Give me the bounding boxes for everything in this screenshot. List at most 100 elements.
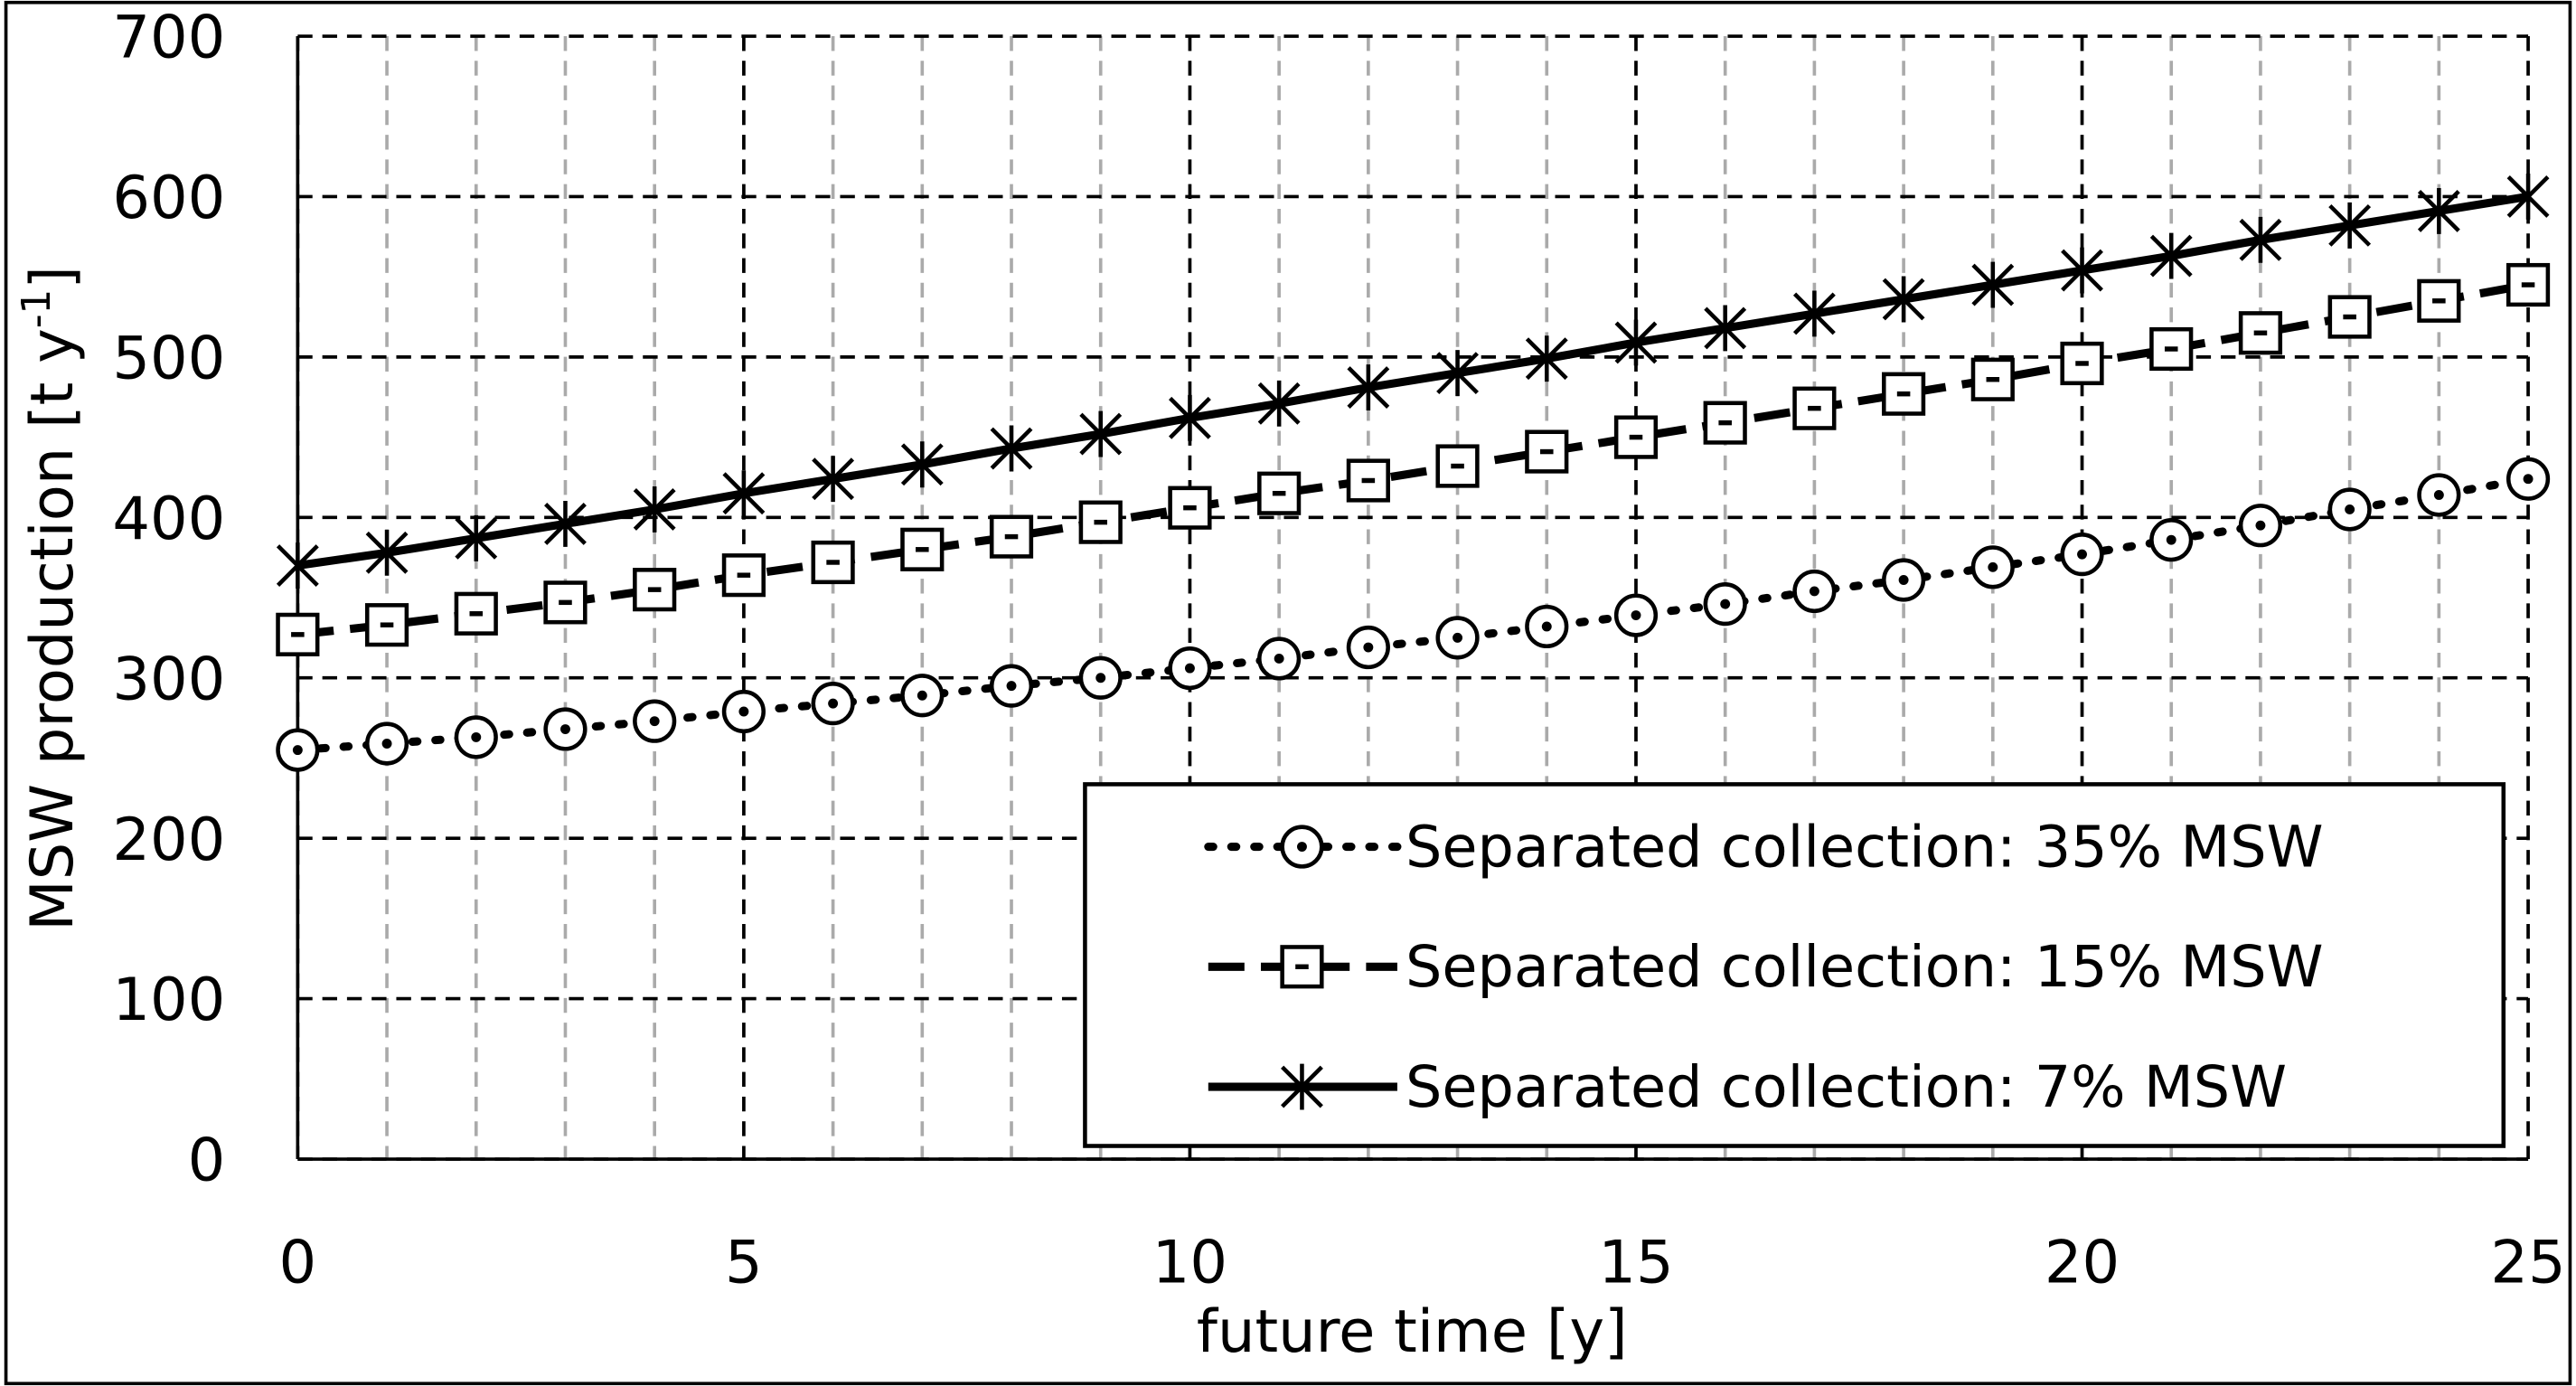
- data-point: [1792, 290, 1836, 337]
- data-point: [1257, 636, 1302, 681]
- data-point: [1257, 471, 1302, 515]
- data-point: [2327, 487, 2372, 532]
- legend-label: Separated collection: 15% MSW: [1406, 934, 2324, 1001]
- data-point: [1525, 335, 1568, 382]
- marker-dot: [381, 739, 392, 749]
- data-point: [721, 689, 766, 734]
- marker-dot: [1898, 575, 1909, 585]
- data-point: [989, 514, 1034, 559]
- data-point: [276, 542, 319, 589]
- data-point: [1436, 350, 1479, 397]
- y-tick-label: 400: [112, 485, 225, 553]
- x-tick-label: 0: [279, 1228, 317, 1296]
- data-point: [1079, 410, 1123, 457]
- data-point: [722, 470, 766, 517]
- data-point: [365, 529, 409, 576]
- data-point: [455, 514, 498, 561]
- data-point: [2505, 457, 2551, 501]
- data-point: [2060, 341, 2104, 386]
- data-point: [900, 674, 945, 718]
- legend-marker: [1280, 825, 1324, 869]
- data-point: [1078, 500, 1123, 544]
- data-point: [1613, 593, 1659, 637]
- marker-dot: [1720, 599, 1731, 609]
- marker-dot: [2523, 474, 2534, 485]
- marker-dot: [2166, 534, 2176, 545]
- x-axis-label: future time [y]: [1197, 1297, 1628, 1366]
- marker-dot: [1274, 653, 1284, 664]
- data-point: [543, 707, 588, 751]
- data-point: [633, 699, 677, 743]
- data-point: [2060, 533, 2104, 577]
- data-point: [900, 441, 944, 488]
- legend-label: Separated collection: 7% MSW: [1406, 1054, 2287, 1121]
- legend-marker: [1280, 945, 1324, 989]
- y-tick-label: 0: [188, 1127, 226, 1195]
- legend: Separated collection: 35% MSW Separated c…: [1083, 782, 2506, 1148]
- data-point: [1703, 582, 1747, 627]
- data-point: [364, 721, 409, 766]
- data-point: [1347, 364, 1390, 411]
- data-point: [1346, 458, 1390, 503]
- marker-dot: [2345, 504, 2355, 514]
- data-point: [633, 486, 676, 533]
- data-point: [812, 456, 855, 503]
- marker-dot: [2077, 549, 2087, 560]
- y-tick-label: 600: [112, 164, 225, 232]
- data-point: [454, 591, 498, 636]
- data-point: [1525, 604, 1569, 649]
- data-point: [1614, 319, 1658, 366]
- x-tick-label: 20: [2045, 1228, 2120, 1296]
- data-point: [900, 527, 945, 571]
- marker-dot: [471, 731, 482, 742]
- marker-box: [1257, 471, 1302, 515]
- series-layer: [276, 173, 2551, 772]
- marker-dot: [1363, 642, 1374, 653]
- data-point: [2149, 326, 2194, 372]
- marker-dot: [649, 716, 660, 727]
- marker-dot: [2433, 490, 2444, 500]
- data-point: [1971, 261, 2015, 308]
- x-tick-label: 5: [725, 1228, 763, 1296]
- marker-dot: [2255, 520, 2266, 531]
- data-point: [990, 425, 1033, 472]
- data-point: [1703, 401, 1747, 445]
- data-point: [811, 540, 855, 585]
- data-point: [721, 553, 766, 598]
- data-point: [2417, 187, 2460, 234]
- data-point: [543, 580, 588, 625]
- y-label-end: ]: [18, 266, 87, 289]
- marker-dot: [1095, 673, 1106, 684]
- data-point: [454, 715, 498, 759]
- x-tick-label: 10: [1152, 1228, 1227, 1296]
- marker-dot: [1988, 561, 1998, 572]
- data-point: [1078, 655, 1123, 700]
- data-point: [276, 612, 320, 656]
- data-point: [989, 664, 1034, 708]
- data-point: [1257, 380, 1301, 427]
- data-point: [1970, 545, 2015, 589]
- marker-dot: [1184, 663, 1195, 674]
- data-point: [2149, 232, 2193, 279]
- data-point: [1525, 429, 1569, 474]
- data-point: [1169, 394, 1211, 441]
- data-point: [364, 603, 409, 647]
- grid: 0 5 10 15 20 25 0 100 200 300 400 500 600 700: [112, 4, 2565, 1297]
- data-point: [2506, 173, 2550, 220]
- data-point: [811, 682, 855, 726]
- data-point: [1792, 569, 1837, 614]
- marker-dot: [560, 724, 570, 734]
- marker-dot: [1006, 681, 1017, 692]
- data-point: [1882, 276, 1925, 323]
- y-tick-label: 100: [112, 966, 225, 1034]
- data-point: [1792, 386, 1837, 430]
- y-tick-label: 700: [112, 4, 225, 72]
- legend-marker: [1281, 1063, 1323, 1110]
- data-point: [2328, 202, 2372, 249]
- marker-dot: [917, 690, 927, 701]
- y-label-text: MSW production [t y: [18, 328, 87, 931]
- marker-dot: [828, 698, 839, 709]
- data-point: [544, 500, 587, 547]
- marker-dot: [1631, 610, 1641, 620]
